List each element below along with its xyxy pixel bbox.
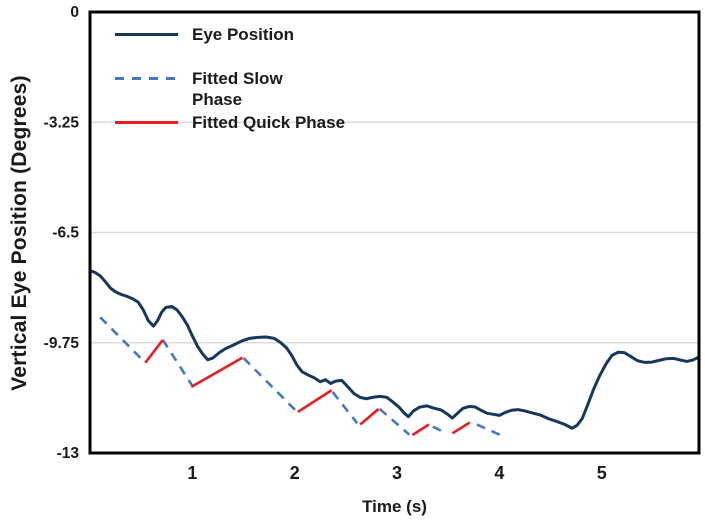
- eye-position-line-swatch-icon: [115, 33, 178, 36]
- fitted-quick-phase-segment: [297, 389, 333, 414]
- fitted-quick-phase-segment: [359, 407, 380, 426]
- legend-item-fitted-slow-phase: Fitted Slow Phase: [113, 68, 292, 110]
- fitted-slow-phase-segment: [476, 423, 501, 437]
- y-tick-label: -13: [57, 445, 80, 462]
- legend-label: Fitted Quick Phase: [192, 113, 346, 132]
- plot-border: [88, 10, 701, 455]
- y-tick-label: -9.75: [44, 335, 80, 352]
- y-tick-label: -6.5: [52, 225, 79, 242]
- fitted-slow-phase-segment: [242, 357, 298, 413]
- fitted-quick-phase-line-swatch-icon: [115, 121, 178, 124]
- fitted-quick-phase-segment: [190, 356, 244, 388]
- fitted-slow-phase-line-swatch-icon: [115, 77, 178, 80]
- fitted-quick-phase-segment: [411, 423, 430, 437]
- x-tick-label: 5: [597, 463, 607, 483]
- fitted-slow-phase-segment: [161, 338, 194, 387]
- fitted-slow-phase-segment: [331, 391, 359, 424]
- x-tick-label: 2: [290, 463, 300, 483]
- eye-position-line: [88, 268, 701, 430]
- fitted-quick-phase-segment: [451, 421, 471, 435]
- x-axis-title: Time (s): [362, 497, 427, 516]
- y-axis-title: Vertical Eye Position (Degrees): [8, 75, 31, 391]
- legend-item-fitted-quick-phase: Fitted Quick Phase: [113, 112, 345, 133]
- legend-item-eye-position: Eye Position: [113, 24, 294, 45]
- y-tick-label: -3.25: [44, 114, 80, 131]
- fitted-slow-phase-segment: [432, 425, 447, 435]
- x-tick-label: 4: [494, 463, 504, 483]
- fitted-slow-phase-segment: [99, 316, 147, 364]
- fitted-slow-phase-segment: [378, 407, 411, 436]
- x-tick-label: 1: [187, 463, 197, 483]
- x-tick-label: 3: [392, 463, 402, 483]
- legend-label: Eye Position: [192, 25, 295, 44]
- y-tick-label: 0: [70, 4, 79, 21]
- fitted-quick-phase-segment: [144, 339, 164, 364]
- legend-label: Fitted Slow Phase: [192, 69, 283, 109]
